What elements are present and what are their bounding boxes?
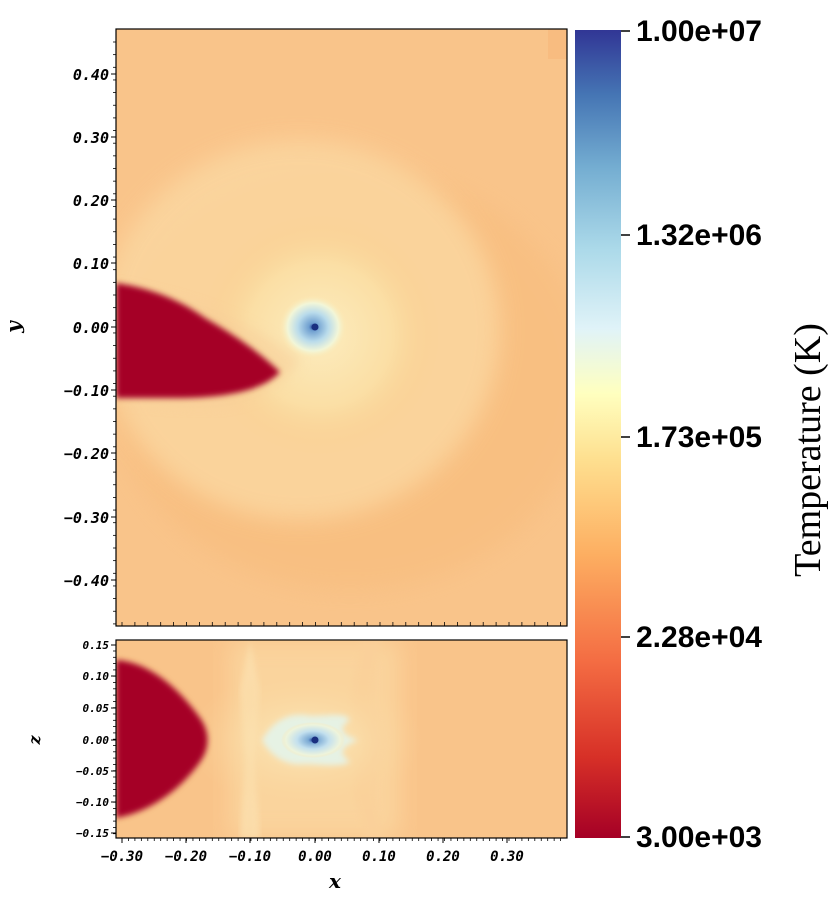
svg-text:1.00e+07: 1.00e+07	[636, 15, 762, 48]
x-tick-minus-0.20: −0.20	[165, 838, 207, 865]
svg-text:−0.20: −0.20	[165, 849, 207, 865]
svg-text:0.10: 0.10	[83, 670, 110, 683]
svg-text:2.28e+04: 2.28e+04	[636, 621, 762, 654]
colorbar-tick-3e3: 3.00e+03	[621, 821, 762, 854]
xz-minor-ticks	[113, 650, 561, 841]
xz-z-ticks: 0.15 0.10 0.05 0.00 −0.05 −0.10 −0.15	[76, 639, 116, 840]
svg-text:−0.20: −0.20	[64, 445, 109, 463]
xy-heatmap	[116, 29, 567, 626]
svg-text:0.40: 0.40	[73, 66, 109, 84]
svg-text:−0.40: −0.40	[64, 572, 109, 590]
svg-text:−0.30: −0.30	[101, 849, 143, 865]
z-tick-minus-0.15: −0.15	[76, 827, 116, 840]
y-tick-0.30: 0.30	[73, 129, 116, 147]
y-axis-label: y	[1, 320, 25, 334]
z-tick-minus-0.10: −0.10	[76, 796, 116, 809]
x-tick-0.30: 0.30	[490, 838, 524, 865]
svg-text:0.10: 0.10	[362, 849, 396, 865]
svg-text:0.00: 0.00	[298, 849, 332, 865]
svg-text:0.20: 0.20	[73, 192, 109, 210]
y-tick-minus-0.30: −0.30	[64, 509, 116, 527]
colorbar-ticks: 1.00e+07 1.32e+06 1.73e+05 2.28e+04 3.00…	[621, 15, 762, 854]
x-tick-minus-0.10: −0.10	[229, 838, 271, 865]
y-tick-0.40: 0.40	[73, 66, 116, 84]
xy-minor-ticks	[113, 41, 561, 626]
colorbar-tick-1.32e6: 1.32e+06	[621, 219, 762, 252]
y-tick-0.00: 0.00	[73, 319, 116, 337]
svg-text:0.00: 0.00	[83, 734, 110, 747]
colorbar-tick-2.28e4: 2.28e+04	[621, 621, 762, 654]
x-tick-minus-0.30: −0.30	[101, 838, 143, 865]
xz-x-ticks: −0.30 −0.20 −0.10 0.00 0.10 0.20 0.30	[101, 838, 524, 865]
xz-heatmap	[116, 640, 567, 838]
x-tick-0.00: 0.00	[298, 838, 332, 865]
colorbar-tick-1e7: 1.00e+07	[621, 15, 762, 48]
y-tick-0.20: 0.20	[73, 192, 116, 210]
z-tick-minus-0.05: −0.05	[76, 765, 116, 778]
svg-text:3.00e+03: 3.00e+03	[636, 821, 762, 854]
y-tick-0.10: 0.10	[73, 255, 116, 273]
svg-text:1.73e+05: 1.73e+05	[636, 421, 762, 454]
xy-y-ticks: 0.40 0.30 0.20 0.10 0.00 −0.10 −0.20 −0.…	[64, 66, 116, 590]
cold-stream-xy	[116, 283, 280, 398]
z-tick-0.15: 0.15	[83, 639, 116, 652]
svg-text:−0.10: −0.10	[64, 382, 109, 400]
z-tick-0.10: 0.10	[83, 670, 116, 683]
svg-text:0.10: 0.10	[73, 255, 109, 273]
svg-text:0.15: 0.15	[83, 639, 110, 652]
svg-text:−0.15: −0.15	[76, 827, 109, 840]
svg-text:0.00: 0.00	[73, 319, 109, 337]
y-tick-minus-0.40: −0.40	[64, 572, 116, 590]
colorbar-title: Temperature (K)	[787, 323, 829, 577]
colorbar	[575, 30, 621, 838]
y-tick-minus-0.20: −0.20	[64, 445, 116, 463]
colorbar-tick-1.73e5: 1.73e+05	[621, 421, 762, 454]
svg-text:0.30: 0.30	[73, 129, 109, 147]
svg-text:−0.05: −0.05	[76, 765, 109, 778]
z-tick-0.00: 0.00	[83, 734, 116, 747]
svg-text:1.32e+06: 1.32e+06	[636, 219, 762, 252]
z-tick-0.05: 0.05	[83, 702, 116, 715]
cold-stream-xz	[116, 660, 208, 818]
svg-text:0.30: 0.30	[490, 849, 524, 865]
y-tick-minus-0.10: −0.10	[64, 382, 116, 400]
svg-text:0.20: 0.20	[426, 849, 460, 865]
svg-text:0.05: 0.05	[83, 702, 110, 715]
svg-text:−0.10: −0.10	[76, 796, 109, 809]
x-tick-0.20: 0.20	[426, 838, 460, 865]
svg-text:−0.10: −0.10	[229, 849, 271, 865]
svg-text:−0.30: −0.30	[64, 509, 109, 527]
x-axis-label: x	[328, 869, 342, 893]
x-tick-0.10: 0.10	[362, 838, 396, 865]
z-axis-label: z	[25, 735, 44, 746]
